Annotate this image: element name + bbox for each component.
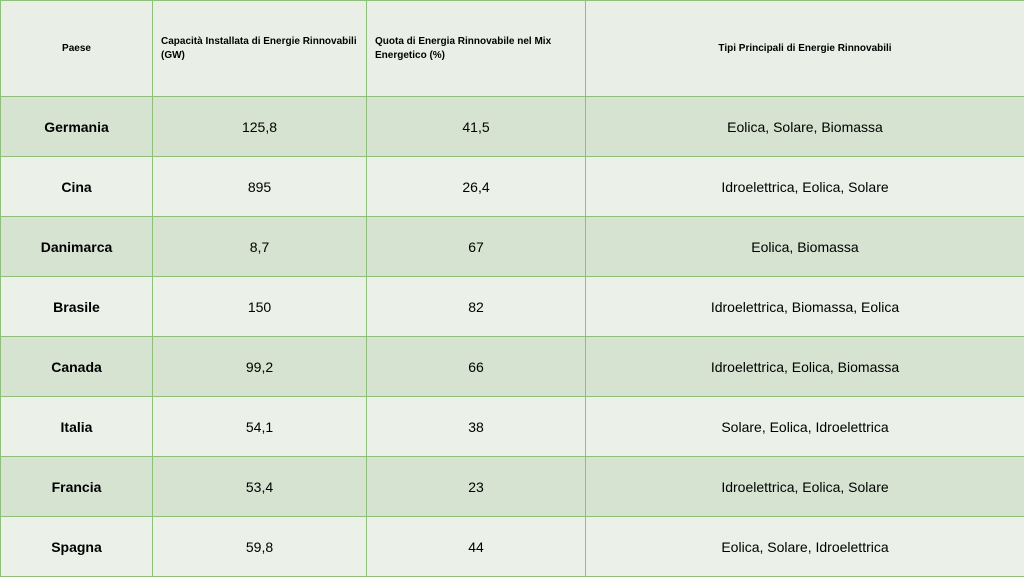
table-row: Cina 895 26,4 Idroelettrica, Eolica, Sol… (1, 157, 1024, 217)
cell-capacity: 8,7 (153, 217, 367, 277)
header-types: Tipi Principali di Energie Rinnovabili (586, 1, 1024, 97)
header-country: Paese (1, 1, 153, 97)
cell-capacity: 59,8 (153, 517, 367, 577)
cell-types: Eolica, Solare, Biomassa (586, 97, 1024, 157)
cell-capacity: 99,2 (153, 337, 367, 397)
cell-share: 38 (367, 397, 586, 457)
cell-types: Solare, Eolica, Idroelettrica (586, 397, 1024, 457)
cell-share: 44 (367, 517, 586, 577)
header-row: Paese Capacità Installata di Energie Rin… (1, 1, 1024, 97)
cell-capacity: 150 (153, 277, 367, 337)
table-header: Paese Capacità Installata di Energie Rin… (1, 1, 1024, 97)
table-row: Brasile 150 82 Idroelettrica, Biomassa, … (1, 277, 1024, 337)
cell-country: Francia (1, 457, 153, 517)
cell-capacity: 125,8 (153, 97, 367, 157)
cell-share: 26,4 (367, 157, 586, 217)
table-row: Italia 54,1 38 Solare, Eolica, Idroelett… (1, 397, 1024, 457)
cell-types: Idroelettrica, Eolica, Solare (586, 157, 1024, 217)
cell-share: 23 (367, 457, 586, 517)
table-row: Spagna 59,8 44 Eolica, Solare, Idroelett… (1, 517, 1024, 577)
cell-types: Idroelettrica, Biomassa, Eolica (586, 277, 1024, 337)
cell-types: Eolica, Solare, Idroelettrica (586, 517, 1024, 577)
table-row: Canada 99,2 66 Idroelettrica, Eolica, Bi… (1, 337, 1024, 397)
cell-capacity: 54,1 (153, 397, 367, 457)
cell-share: 41,5 (367, 97, 586, 157)
cell-types: Idroelettrica, Eolica, Biomassa (586, 337, 1024, 397)
header-share: Quota di Energia Rinnovabile nel Mix Ene… (367, 1, 586, 97)
cell-country: Italia (1, 397, 153, 457)
cell-country: Germania (1, 97, 153, 157)
cell-capacity: 53,4 (153, 457, 367, 517)
cell-types: Eolica, Biomassa (586, 217, 1024, 277)
cell-country: Danimarca (1, 217, 153, 277)
cell-country: Brasile (1, 277, 153, 337)
cell-share: 66 (367, 337, 586, 397)
cell-country: Cina (1, 157, 153, 217)
cell-country: Canada (1, 337, 153, 397)
cell-share: 67 (367, 217, 586, 277)
table-row: Francia 53,4 23 Idroelettrica, Eolica, S… (1, 457, 1024, 517)
cell-country: Spagna (1, 517, 153, 577)
cell-capacity: 895 (153, 157, 367, 217)
table-body: Germania 125,8 41,5 Eolica, Solare, Biom… (1, 97, 1024, 577)
cell-share: 82 (367, 277, 586, 337)
cell-types: Idroelettrica, Eolica, Solare (586, 457, 1024, 517)
header-capacity: Capacità Installata di Energie Rinnovabi… (153, 1, 367, 97)
table-row: Danimarca 8,7 67 Eolica, Biomassa (1, 217, 1024, 277)
table-row: Germania 125,8 41,5 Eolica, Solare, Biom… (1, 97, 1024, 157)
